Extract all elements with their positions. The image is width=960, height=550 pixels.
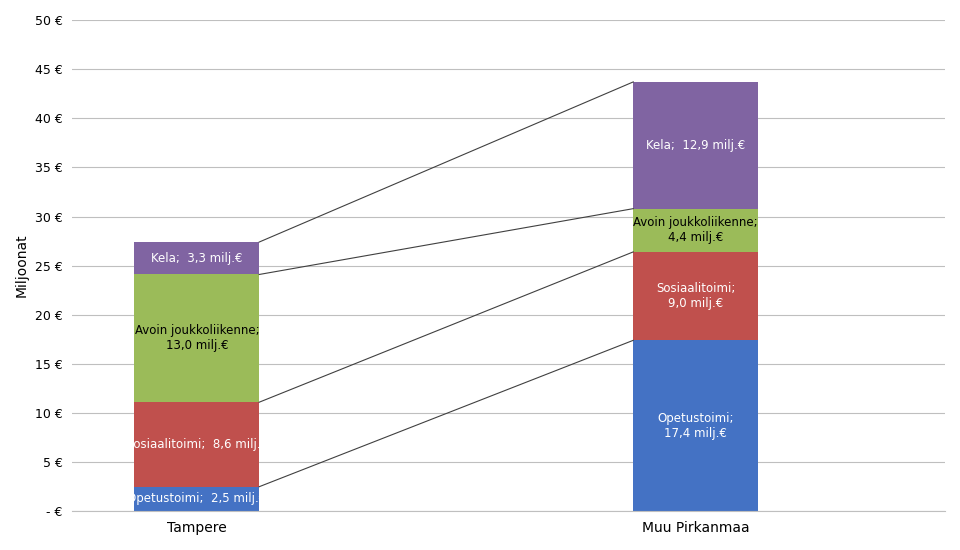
Bar	[634, 252, 758, 340]
Bar	[634, 82, 758, 208]
Bar	[634, 208, 758, 252]
Text: Avoin joukkoliikenne;
13,0 milj.€: Avoin joukkoliikenne; 13,0 milj.€	[134, 324, 259, 353]
Bar	[134, 487, 259, 512]
Text: Kela;  12,9 milj.€: Kela; 12,9 milj.€	[646, 139, 745, 152]
Bar	[134, 242, 259, 274]
Bar	[134, 274, 259, 402]
Text: Opetustoimi;
17,4 milj.€: Opetustoimi; 17,4 milj.€	[658, 412, 733, 440]
Text: Sosiaalitoimi;
9,0 milj.€: Sosiaalitoimi; 9,0 milj.€	[656, 282, 735, 310]
Y-axis label: Miljoonat: Miljoonat	[15, 234, 29, 298]
Bar	[634, 340, 758, 512]
Text: Kela;  3,3 milj.€: Kela; 3,3 milj.€	[151, 252, 243, 265]
Bar	[134, 402, 259, 487]
Text: Sosiaalitoimi;  8,6 milj.€: Sosiaalitoimi; 8,6 milj.€	[126, 438, 268, 451]
Text: Avoin joukkoliikenne;
4,4 milj.€: Avoin joukkoliikenne; 4,4 milj.€	[634, 216, 758, 244]
Text: Opetustoimi;  2,5 milj.€: Opetustoimi; 2,5 milj.€	[128, 492, 267, 505]
